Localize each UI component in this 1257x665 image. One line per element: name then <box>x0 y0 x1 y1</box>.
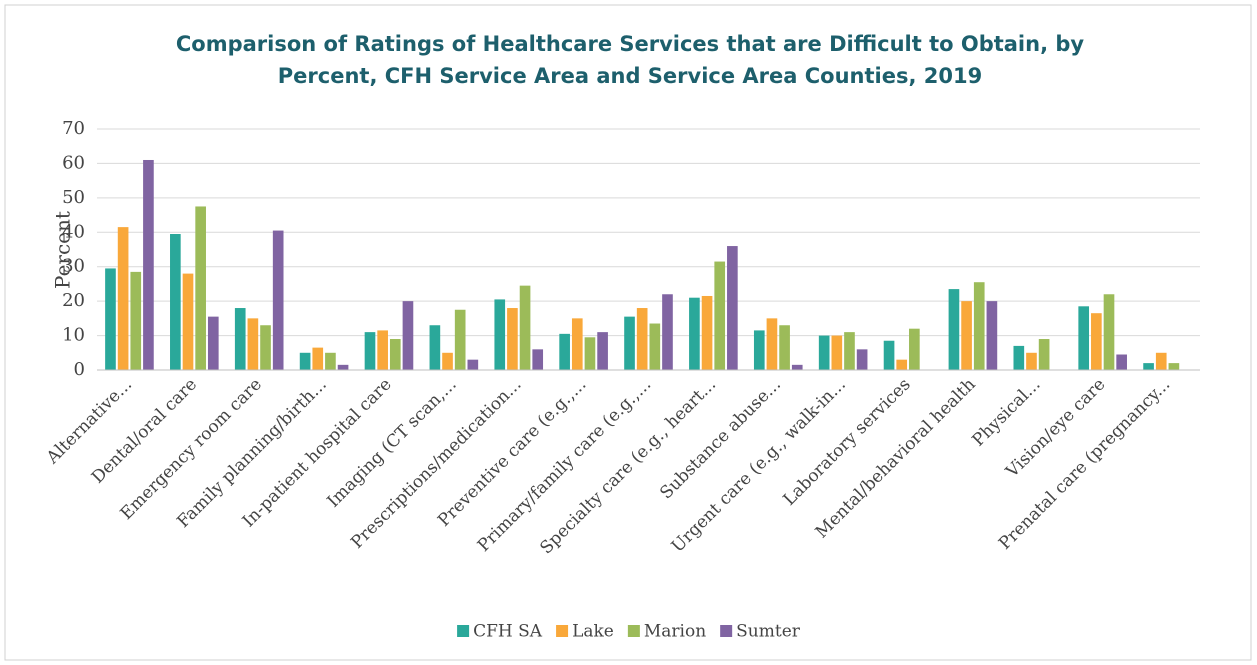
bar <box>856 349 868 370</box>
bar <box>337 364 349 370</box>
bar <box>883 340 895 370</box>
bar <box>507 308 518 370</box>
bar <box>1026 352 1037 370</box>
legend: CFH SA Lake Marion Sumter <box>457 622 801 642</box>
bar <box>896 359 908 370</box>
bar <box>260 325 271 370</box>
bar <box>766 318 778 370</box>
bar <box>1143 363 1154 370</box>
bar <box>831 335 843 370</box>
bar <box>727 246 738 370</box>
y-tick-label: 20 <box>62 290 85 311</box>
bar <box>1168 363 1180 370</box>
legend-label: CFH SA <box>473 622 543 642</box>
bar <box>662 294 673 370</box>
bar <box>597 332 608 370</box>
bar <box>1038 339 1050 370</box>
bar <box>207 316 219 370</box>
y-tick-label: 30 <box>62 256 85 277</box>
bar <box>442 352 453 370</box>
bar <box>130 271 142 370</box>
bar <box>299 352 311 370</box>
y-tick-label: 60 <box>62 152 85 173</box>
legend-swatch <box>457 625 470 637</box>
bar <box>325 352 336 370</box>
y-tick-label: 0 <box>74 359 85 380</box>
bar <box>1116 354 1127 370</box>
bar <box>1103 294 1115 370</box>
bar <box>117 227 129 370</box>
bar <box>389 339 401 370</box>
y-tick-label: 70 <box>62 118 85 139</box>
bar <box>1078 306 1090 370</box>
bar <box>779 325 790 370</box>
legend-label: Marion <box>644 622 706 642</box>
legend-label: Lake <box>572 622 614 642</box>
bar <box>636 308 648 370</box>
bar <box>429 325 441 370</box>
y-tick-label: 40 <box>62 221 85 242</box>
bar <box>182 273 194 370</box>
bar <box>272 230 284 370</box>
bar <box>909 328 920 370</box>
bar <box>961 301 972 370</box>
bar <box>494 299 506 370</box>
bar <box>624 316 635 370</box>
legend-swatch <box>720 625 733 637</box>
bar <box>519 285 531 370</box>
bar <box>584 337 596 370</box>
bar <box>143 159 154 370</box>
bar <box>247 318 259 370</box>
bar <box>312 347 324 370</box>
bar <box>701 295 713 370</box>
y-tick-label: 10 <box>62 325 85 346</box>
legend-swatch <box>556 625 569 637</box>
bar <box>986 301 998 370</box>
bar <box>454 309 466 370</box>
bar <box>234 308 246 370</box>
bar <box>170 234 181 370</box>
bar <box>377 330 388 370</box>
bar <box>791 364 803 370</box>
y-tick-label: 50 <box>62 187 85 208</box>
bar <box>571 318 583 370</box>
bar <box>948 289 960 370</box>
bar <box>753 330 765 370</box>
bar <box>844 332 855 370</box>
bar <box>1091 313 1102 370</box>
bar <box>467 359 479 370</box>
bar <box>714 261 726 370</box>
bar <box>818 335 830 370</box>
y-axis-label: Percent <box>51 211 75 289</box>
bar <box>402 301 414 370</box>
bar <box>532 349 544 370</box>
bar <box>1013 345 1025 370</box>
bar <box>105 268 116 370</box>
bar <box>689 297 700 370</box>
bar <box>195 206 206 370</box>
legend-swatch <box>627 625 640 637</box>
bar <box>973 282 985 370</box>
bar <box>559 333 570 370</box>
bar <box>649 323 661 370</box>
bar <box>364 332 376 370</box>
chart-title: Comparison of Ratings of Healthcare Serv… <box>175 32 1085 88</box>
legend-label: Sumter <box>736 622 801 642</box>
bar <box>1155 352 1167 370</box>
